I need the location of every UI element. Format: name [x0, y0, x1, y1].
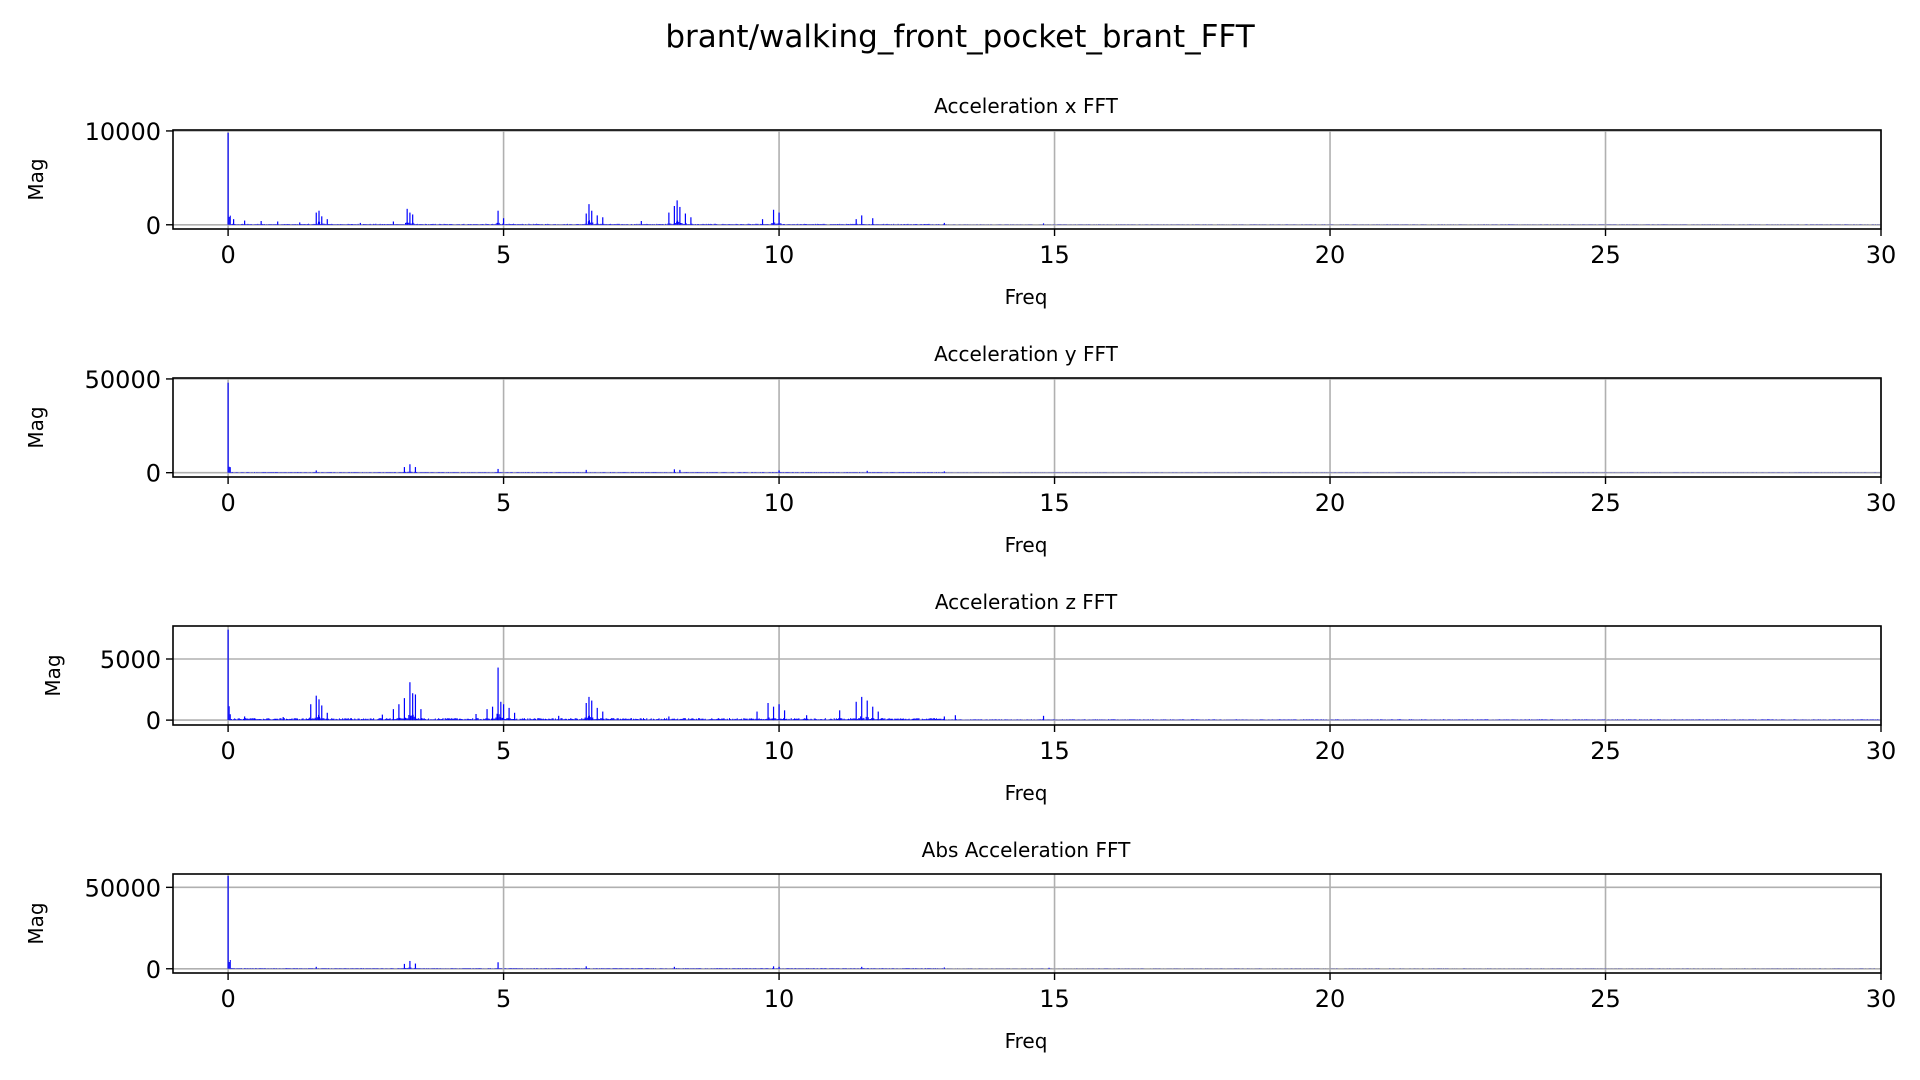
x-tick-label: 20 — [1315, 737, 1346, 765]
x-tick-label: 0 — [220, 737, 235, 765]
axes-frame — [172, 129, 1882, 230]
y-axis-label: Mag — [41, 654, 65, 696]
y-tick-label: 50000 — [85, 366, 161, 394]
spectrum-trace — [228, 466, 1882, 473]
x-tick-label: 0 — [220, 985, 235, 1013]
x-tick-label: 25 — [1590, 737, 1621, 765]
x-tick-label: 30 — [1866, 489, 1897, 517]
x-tick-label: 15 — [1039, 737, 1070, 765]
x-axis-label: Freq — [1005, 781, 1048, 805]
y-tick-label: 0 — [146, 956, 161, 984]
y-tick-label: 0 — [146, 460, 161, 488]
x-tick-label: 25 — [1590, 241, 1621, 269]
subplot-2: 0 5 10 15 20 25 30 0 50000 Acceleration y FFT Freq… — [24, 342, 1896, 557]
y-axis-label: Mag — [24, 406, 48, 448]
x-tick-label: 5 — [496, 737, 511, 765]
y-axis-label: Mag — [24, 158, 48, 200]
y-tick-label: 50000 — [85, 874, 161, 902]
y-tick-label: 0 — [146, 707, 161, 735]
axes-frame — [172, 625, 1882, 726]
x-tick-label: 20 — [1315, 241, 1346, 269]
x-tick-label: 0 — [220, 489, 235, 517]
subplot-title: Abs Acceleration FFT — [922, 838, 1131, 862]
subplot-title: Acceleration x FFT — [934, 94, 1118, 118]
x-tick-label: 10 — [764, 737, 795, 765]
x-tick-label: 15 — [1039, 489, 1070, 517]
x-tick-label: 15 — [1039, 985, 1070, 1013]
x-axis-label: Freq — [1005, 533, 1048, 557]
x-tick-label: 10 — [764, 241, 795, 269]
x-axis-label: Freq — [1005, 285, 1048, 309]
x-tick-label: 0 — [220, 241, 235, 269]
x-tick-label: 30 — [1866, 737, 1897, 765]
x-tick-label: 5 — [496, 241, 511, 269]
x-axis-label: Freq — [1005, 1029, 1048, 1053]
axes-frame — [172, 377, 1882, 478]
y-tick-label: 10000 — [85, 118, 161, 146]
subplot-title: Acceleration z FFT — [935, 590, 1118, 614]
subplot-1: 0 5 10 15 20 25 30 0 10000 Acceleration x FFT Freq… — [24, 94, 1896, 309]
x-tick-label: 30 — [1866, 241, 1897, 269]
x-tick-label: 10 — [764, 489, 795, 517]
x-tick-label: 30 — [1866, 985, 1897, 1013]
x-tick-label: 25 — [1590, 489, 1621, 517]
x-tick-label: 20 — [1315, 489, 1346, 517]
axes-frame — [172, 873, 1882, 974]
figure-title: brant/walking_front_pocket_brant_FFT — [665, 19, 1255, 55]
x-tick-label: 25 — [1590, 985, 1621, 1013]
y-tick-label: 0 — [146, 212, 161, 240]
x-tick-label: 5 — [496, 985, 511, 1013]
x-tick-label: 10 — [764, 985, 795, 1013]
y-tick-label: 5000 — [100, 646, 161, 674]
spectrum-trace — [228, 960, 1882, 969]
y-axis-label: Mag — [24, 902, 48, 944]
subplot-title: Acceleration y FFT — [934, 342, 1118, 366]
subplot-4: 0 5 10 15 20 25 30 0 50000 Abs Acceleration FFT Fr… — [24, 838, 1896, 1053]
x-tick-label: 5 — [496, 489, 511, 517]
x-tick-label: 20 — [1315, 985, 1346, 1013]
x-tick-label: 15 — [1039, 241, 1070, 269]
subplot-3: 0 5 10 15 20 25 30 0 5000 Acceleration z FFT Freq M… — [41, 590, 1896, 805]
